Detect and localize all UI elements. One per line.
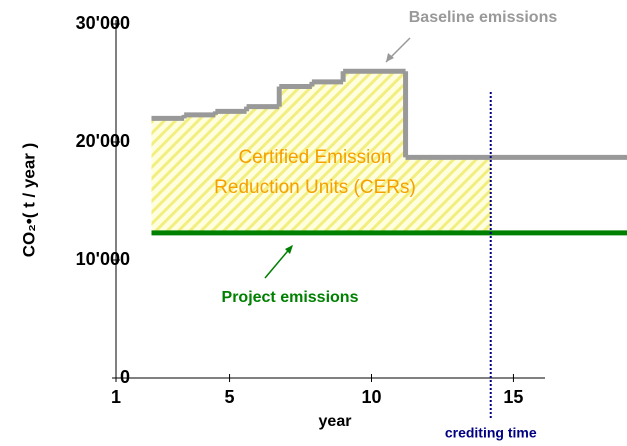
x-tick-label: 15 [503,387,523,407]
baseline-label: Baseline emissions [409,9,558,26]
y-axis-label: CO₂•( t / year ) [19,143,38,258]
y-tick-label: 0 [120,367,130,387]
x-tick-label: 10 [361,387,381,407]
x-tick-label: 5 [225,387,235,407]
x-tick-label: 1 [111,387,121,407]
y-tick-label: 10'000 [76,249,130,269]
area-label: Reduction Units (CERs) [214,177,416,198]
y-tick-label: 20'000 [76,131,130,151]
y-tick-label: 30'000 [76,13,130,33]
area-label: Certified Emission [238,147,391,168]
project-label: Project emissions [222,289,359,306]
arrowhead [386,53,394,62]
arrowhead [285,245,293,254]
crediting-label: crediting time [445,425,537,441]
x-axis-label: year [319,413,352,430]
